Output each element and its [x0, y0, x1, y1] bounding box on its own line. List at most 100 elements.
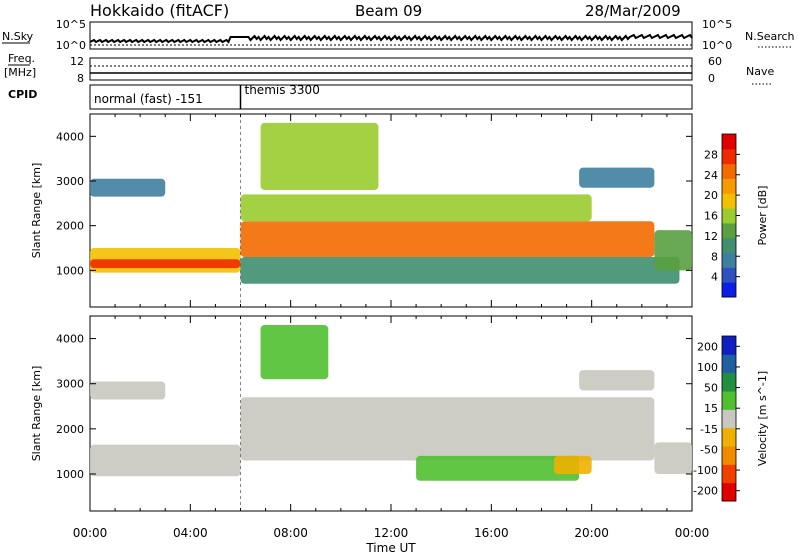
colorbar-swatch — [722, 446, 736, 465]
echo-region: main band core — [90, 259, 241, 269]
x-axis-label: Time UT — [365, 541, 416, 554]
echo-region: green flow — [416, 455, 580, 481]
echo-region: day ground scatter — [240, 397, 655, 461]
y-tick-label: 1000 — [56, 468, 84, 481]
nave-tick-bottom: 0 — [708, 72, 715, 85]
echo-region: day lower band — [240, 256, 680, 284]
echo-region: day upper band — [240, 194, 592, 222]
colorbar-swatch — [722, 193, 736, 209]
colorbar-tick-label: -15 — [700, 423, 718, 436]
colorbar-tick-label: 8 — [711, 250, 718, 263]
y-tick-label: 2000 — [56, 220, 84, 233]
power-colorbar: 4 8 12 16 20 24 28 Power [dB] — [704, 133, 769, 298]
x-tick-label: 16:00 — [474, 526, 509, 540]
colorbar-tick-label: -200 — [693, 485, 718, 498]
nsearch-tick-top: 10^5 — [702, 18, 732, 31]
colorbar-swatch — [722, 336, 736, 355]
freq-tick-bottom: 8 — [77, 72, 84, 85]
echo-region: late upper patch — [579, 167, 655, 188]
nave-tick-top: 60 — [708, 55, 722, 68]
x-tick-label: 08:00 — [273, 526, 308, 540]
cpid-panel: CPID normal (fast) -151 themis 3300 — [8, 83, 693, 110]
nsky-trace — [89, 33, 693, 44]
colorbar-label: Power [dB] — [756, 186, 769, 246]
freq-unit-label: [MHz] — [4, 66, 36, 79]
x-tick-label: 04:00 — [173, 526, 208, 540]
echo-region: orange patch — [554, 455, 592, 474]
colorbar-swatch — [722, 222, 736, 239]
colorbar-tick-label: 12 — [704, 230, 718, 243]
colorbar-label: Velocity [m s^-1] — [756, 371, 769, 466]
colorbar-swatch — [722, 134, 736, 150]
colorbar-frame — [721, 335, 737, 502]
colorbar-tick-label: -100 — [693, 464, 718, 477]
velocity-panel: ground scatter bandday ground scatter upp… — [30, 315, 693, 512]
x-tick-label: 20:00 — [574, 526, 609, 540]
colorbar-swatch — [722, 237, 736, 254]
y-axis-label: Slant Range [km] — [30, 163, 43, 259]
echo-region: high range patch — [260, 122, 379, 190]
colorbar-tick-label: -50 — [700, 443, 718, 456]
colorbar-swatch — [722, 267, 736, 283]
beam-title: Beam 09 — [355, 2, 422, 20]
nsky-panel: N.Sky 10^5 10^0 10^5 10^0 N.Search — [2, 18, 795, 52]
nsearch-tick-bottom: 10^0 — [702, 39, 732, 52]
y-tick-label: 3000 — [56, 378, 84, 391]
colorbar-tick-label: 50 — [704, 382, 718, 395]
cpid-label: CPID — [8, 88, 37, 101]
nsky-tick-top: 10^5 — [56, 18, 86, 31]
velocity-colorbar: 200 100 50 15 -15 -50 -100 -200 Velocity [m s^-1… — [693, 335, 769, 502]
y-tick-label: 4000 — [56, 333, 84, 346]
colorbar-swatch — [722, 372, 736, 392]
echo-region: early upper patch — [90, 178, 166, 197]
freq-label: Freq. — [8, 52, 35, 65]
colorbar-swatch — [722, 148, 736, 165]
cpid-segment-label: themis 3300 — [245, 83, 320, 97]
x-axis: 00:00 04:00 08:00 12:00 16:00 20:00 00:00 — [73, 526, 710, 540]
colorbar-swatch — [722, 163, 736, 179]
colorbar-tick-label: 100 — [697, 361, 718, 374]
colorbar-swatch — [722, 409, 736, 429]
cpid-segment-label: normal (fast) -151 — [94, 92, 203, 106]
echo-region: late upper patch — [579, 370, 655, 391]
colorbar-tick-label: 28 — [704, 148, 718, 161]
echo-region: late band — [654, 442, 692, 474]
colorbar-swatch — [722, 178, 736, 194]
colorbar-swatch — [722, 208, 736, 224]
echo-region: high green patch — [260, 325, 329, 380]
nsearch-label: N.Search — [745, 30, 795, 43]
colorbar-swatch — [722, 464, 736, 484]
echo-region: ground scatter band — [90, 444, 241, 477]
y-axis-label: Slant Range [km] — [30, 366, 43, 462]
echo-region: late band — [654, 230, 692, 271]
colorbar-swatch — [722, 354, 736, 374]
x-tick-label: 00:00 — [675, 526, 710, 540]
y-tick-label: 2000 — [56, 423, 84, 436]
y-tick-label: 3000 — [56, 175, 84, 188]
echo-region: day band — [240, 221, 655, 257]
colorbar-tick-label: 20 — [704, 189, 718, 202]
colorbar-swatch — [722, 427, 736, 447]
colorbar-tick-label: 15 — [704, 402, 718, 415]
colorbar-tick-label: 24 — [704, 169, 718, 182]
colorbar-tick-label: 4 — [711, 271, 718, 284]
nsky-tick-bottom: 10^0 — [56, 39, 86, 52]
colorbar-swatch — [722, 282, 736, 298]
colorbar-tick-label: 16 — [704, 210, 718, 223]
station-title: Hokkaido (fitACF) — [90, 1, 229, 20]
date-title: 28/Mar/2009 — [585, 2, 681, 20]
x-tick-label: 00:00 — [73, 526, 108, 540]
colorbar-swatch — [722, 391, 736, 410]
nsky-label: N.Sky — [2, 30, 34, 43]
freq-panel: Freq. [MHz] 12 8 60 0 Nave — [4, 52, 774, 85]
y-tick-label: 1000 — [56, 264, 84, 277]
freq-tick-top: 12 — [70, 55, 84, 68]
colorbar-swatch — [722, 482, 736, 502]
power-panel: main bandmain band coreearly upper patch… — [30, 113, 693, 308]
nave-label: Nave — [746, 65, 774, 78]
echo-region: upper patch — [90, 381, 166, 400]
y-tick-label: 4000 — [56, 130, 84, 143]
x-tick-label: 12:00 — [374, 526, 409, 540]
colorbar-swatch — [722, 252, 736, 268]
